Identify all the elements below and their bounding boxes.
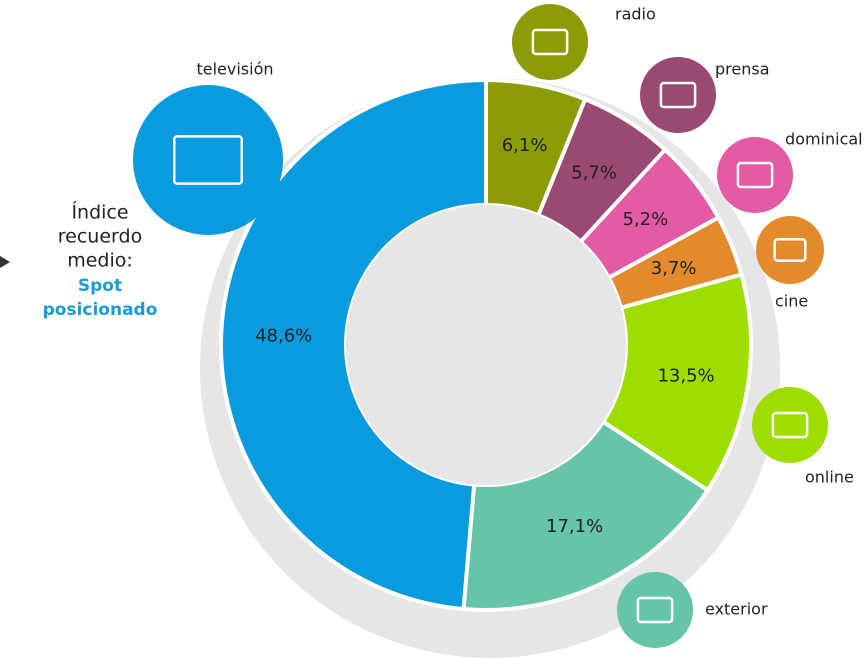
donut — [219, 77, 753, 612]
donut-hole — [346, 205, 626, 485]
annotation: recuerdo — [58, 226, 142, 248]
icon-circle — [133, 85, 283, 235]
icon-circle — [640, 57, 716, 133]
category-label: prensa — [715, 60, 770, 79]
icon-glyph — [531, 28, 569, 56]
icon-circle — [752, 387, 828, 463]
icon-circle — [756, 216, 824, 284]
arrow — [0, 256, 10, 268]
category-label: dominical — [785, 130, 863, 149]
category-label: televisión — [196, 60, 273, 79]
value-label: 5,7% — [571, 163, 617, 184]
value-label: 13,5% — [657, 365, 714, 386]
value-label: 5,2% — [622, 209, 668, 230]
icon-circle — [512, 4, 588, 80]
annotation: Índice — [71, 201, 128, 224]
icons — [133, 4, 828, 648]
icon-glyph — [659, 81, 697, 109]
icon-glyph — [773, 238, 807, 262]
category-label: online — [805, 468, 854, 487]
value-label: 48,6% — [255, 325, 312, 346]
annotation-bold: posicionado — [43, 300, 158, 320]
annotation-bold: Spot — [78, 276, 122, 296]
category-label: radio — [615, 5, 656, 24]
icon-circle — [617, 572, 693, 648]
icon-glyph — [173, 135, 243, 185]
value-label: 6,1% — [502, 135, 548, 156]
annotation: medio: — [67, 250, 133, 272]
category-label: cine — [775, 292, 808, 311]
icon-glyph — [636, 596, 674, 624]
icon-glyph — [736, 161, 774, 189]
labels: 6,1% radio 5,7% prensa 5,2% dominical 3,7% cine… — [43, 5, 863, 619]
icon-circle — [717, 137, 793, 213]
value-label: 17,1% — [546, 516, 603, 537]
icon-glyph — [771, 411, 809, 439]
value-label: 3,7% — [651, 258, 697, 279]
category-label: exterior — [705, 600, 768, 619]
